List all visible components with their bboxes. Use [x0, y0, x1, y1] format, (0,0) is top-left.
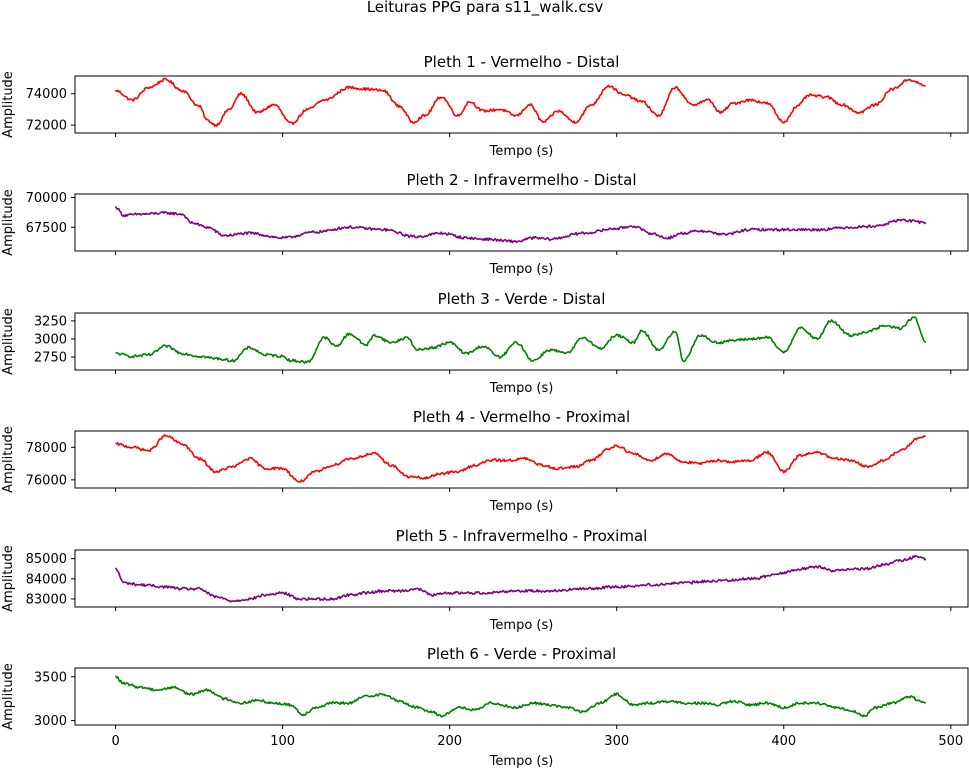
- axes-frame: [74, 312, 969, 371]
- y-axis-label: Amplitude: [1, 426, 16, 493]
- y-tick-label: 72000: [26, 119, 67, 134]
- figure-title: Leituras PPG para s11_walk.csv: [367, 0, 604, 17]
- y-tick-label: 70000: [26, 191, 67, 206]
- series-line: [115, 434, 926, 483]
- series-line: [114, 554, 927, 603]
- subplot-5: Pleth 5 - Infravermelho - Proximal 83000 8…: [1, 527, 969, 633]
- x-axis-label: Tempo (s): [489, 754, 554, 769]
- y-tick-label: 3500: [34, 670, 67, 685]
- axes-frame: [74, 667, 969, 726]
- y-tick-label: 2750: [34, 351, 67, 366]
- subplot-title: Pleth 4 - Vermelho - Proximal: [413, 408, 630, 426]
- y-tick-label: 76000: [26, 473, 67, 488]
- y-axis-label: Amplitude: [1, 545, 16, 612]
- y-axis-label: Amplitude: [1, 189, 16, 256]
- axes-frame: [74, 193, 969, 252]
- y-tick-label: 3250: [34, 314, 67, 329]
- x-tick-label: 400: [771, 734, 796, 749]
- x-axis-label: Tempo (s): [489, 381, 554, 396]
- y-tick-label: 67500: [26, 221, 67, 236]
- subplot-4: Pleth 4 - Vermelho - Proximal 76000 78000 T…: [1, 408, 969, 514]
- y-tick-label: 85000: [26, 552, 67, 567]
- x-tick-label: 100: [270, 734, 295, 749]
- subplot-title: Pleth 2 - Infravermelho - Distal: [406, 171, 636, 189]
- y-tick-label: 3000: [34, 714, 67, 729]
- series-line: [114, 675, 927, 718]
- subplot-title: Pleth 6 - Verde - Proximal: [427, 645, 616, 663]
- subplot-title: Pleth 1 - Vermelho - Distal: [424, 53, 620, 71]
- y-axis-label: Amplitude: [1, 308, 16, 375]
- y-tick-label: 83000: [26, 592, 67, 607]
- y-axis-label: Amplitude: [1, 71, 16, 138]
- subplot-6: Pleth 6 - Verde - Proximal 3000 3500 0 100 20…: [1, 645, 969, 769]
- y-tick-label: 3000: [34, 332, 67, 347]
- subplot-1: Pleth 1 - Vermelho - Distal 72000 74000 Tem…: [1, 53, 969, 159]
- series-line: [114, 77, 926, 127]
- x-tick-label: 300: [604, 734, 629, 749]
- subplot-2: Pleth 2 - Infravermelho - Distal 67500 700…: [1, 171, 969, 277]
- subplot-title: Pleth 5 - Infravermelho - Proximal: [396, 527, 648, 545]
- x-axis-label: Tempo (s): [489, 618, 554, 633]
- y-tick-label: 74000: [26, 87, 67, 102]
- series-line: [115, 316, 927, 364]
- y-tick-label: 84000: [26, 572, 67, 587]
- axes-frame: [74, 549, 969, 608]
- axes-frame: [74, 430, 969, 489]
- x-tick-label: 0: [111, 734, 119, 749]
- y-axis-label: Amplitude: [1, 663, 16, 730]
- subplot-title: Pleth 3 - Verde - Distal: [438, 290, 606, 308]
- x-tick-label: 200: [437, 734, 462, 749]
- x-tick-label: 500: [938, 734, 963, 749]
- series-line: [114, 206, 927, 244]
- x-axis-label: Tempo (s): [489, 144, 554, 159]
- x-axis-label: Tempo (s): [489, 262, 554, 277]
- y-tick-label: 78000: [26, 441, 67, 456]
- axes-frame: [74, 75, 969, 134]
- x-axis-label: Tempo (s): [489, 499, 554, 514]
- subplot-3: Pleth 3 - Verde - Distal 2750 3000 3250 Temp…: [1, 290, 969, 396]
